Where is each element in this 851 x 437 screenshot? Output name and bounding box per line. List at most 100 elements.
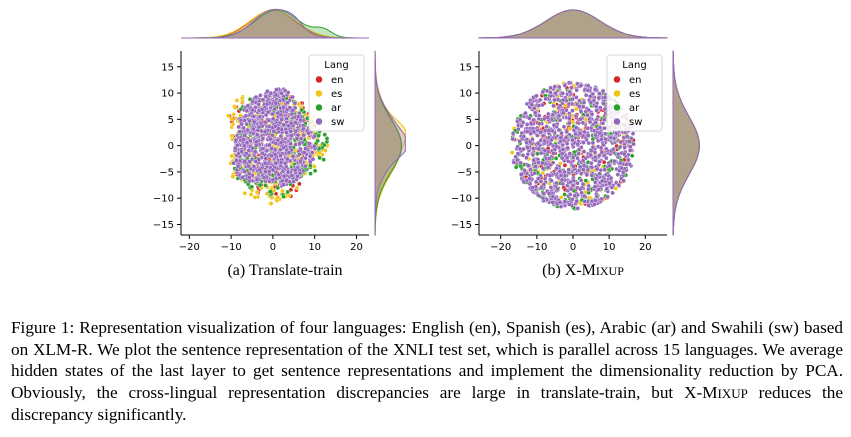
point-sw [601,101,606,106]
point-sw [232,145,238,151]
point-sw [550,200,556,205]
point-sw [566,115,572,121]
point-sw [596,187,601,192]
point-sw [576,147,582,152]
point-sw [624,133,630,139]
point-ar [553,156,559,161]
point-sw [589,111,595,117]
point-sw [293,128,299,134]
point-sw [559,130,564,136]
point-sw [581,140,586,145]
x-tick-label: 20 [350,242,363,253]
point-sw [577,104,582,109]
point-sw [521,134,527,139]
point-sw [270,111,275,117]
point-sw [594,166,600,172]
point-ar [535,151,540,157]
point-sw [251,126,256,132]
y-tick-label: 5 [168,115,174,126]
point-sw [247,159,252,164]
point-sw [577,98,582,103]
kde-right-sw [374,51,406,235]
point-sw [295,173,300,179]
point-sw [550,160,556,165]
point-sw [578,109,584,115]
point-sw [259,107,265,112]
point-sw [265,109,271,115]
point-sw [563,135,569,140]
point-sw [610,147,616,152]
point-sw [560,97,566,103]
point-sw [510,136,515,142]
point-sw [254,132,260,137]
kde-right [374,50,406,236]
point-sw [524,122,530,127]
point-sw [559,151,565,156]
point-sw [542,138,547,144]
point-sw [571,178,576,183]
point-sw [602,125,607,131]
point-sw [292,120,298,125]
point-sw [596,95,602,101]
point-sw [567,201,572,207]
panel-caption-label: (b) [542,262,565,279]
point-sw [575,155,580,161]
point-sw [602,95,608,100]
point-sw [537,97,543,103]
point-ar [316,133,321,138]
point-sw [275,126,281,131]
point-es [311,164,317,169]
point-sw [279,91,284,96]
point-sw [586,203,591,208]
x-tick-label: 10 [308,242,321,253]
point-sw [570,97,575,102]
panel-caption-name: Translate-train [249,262,343,279]
panel-caption-name: X-M [565,262,596,279]
point-sw [251,114,257,119]
point-sw [553,90,558,96]
point-sw [257,167,263,173]
point-sw [550,194,556,199]
point-sw [594,108,599,113]
point-sw [581,149,587,154]
kde-top-sw [478,9,668,39]
point-sw [289,133,294,138]
point-sw [577,186,583,192]
point-sw [284,130,289,135]
point-sw [572,193,578,198]
point-sw [312,143,317,149]
point-sw [540,89,546,95]
point-sw [607,180,612,186]
point-sw [511,160,517,165]
point-sw [251,119,257,125]
point-sw [282,161,288,166]
point-sw [589,160,594,166]
point-sw [267,136,273,142]
point-sw [590,140,596,146]
point-en [288,187,294,193]
point-sw [536,103,542,108]
point-sw [247,175,252,180]
legend-marker-sw [315,117,323,126]
point-sw [578,177,584,183]
point-sw [260,151,265,156]
point-sw [574,95,579,100]
legend-title: Lang [324,60,348,71]
point-es [268,201,274,206]
point-sw [260,136,266,141]
point-sw [239,149,245,154]
point-sw [307,141,312,146]
point-sw [301,126,306,132]
point-sw [604,155,609,161]
point-sw [262,129,268,134]
point-sw [621,151,627,157]
y-tick-label: −10 [153,194,174,205]
point-sw [301,132,307,138]
point-es [231,112,237,117]
point-sw [560,91,566,96]
kde-top-sw [181,8,369,39]
point-sw [610,190,615,196]
point-sw [560,181,566,187]
point-sw [256,102,261,107]
point-sw [623,162,629,167]
